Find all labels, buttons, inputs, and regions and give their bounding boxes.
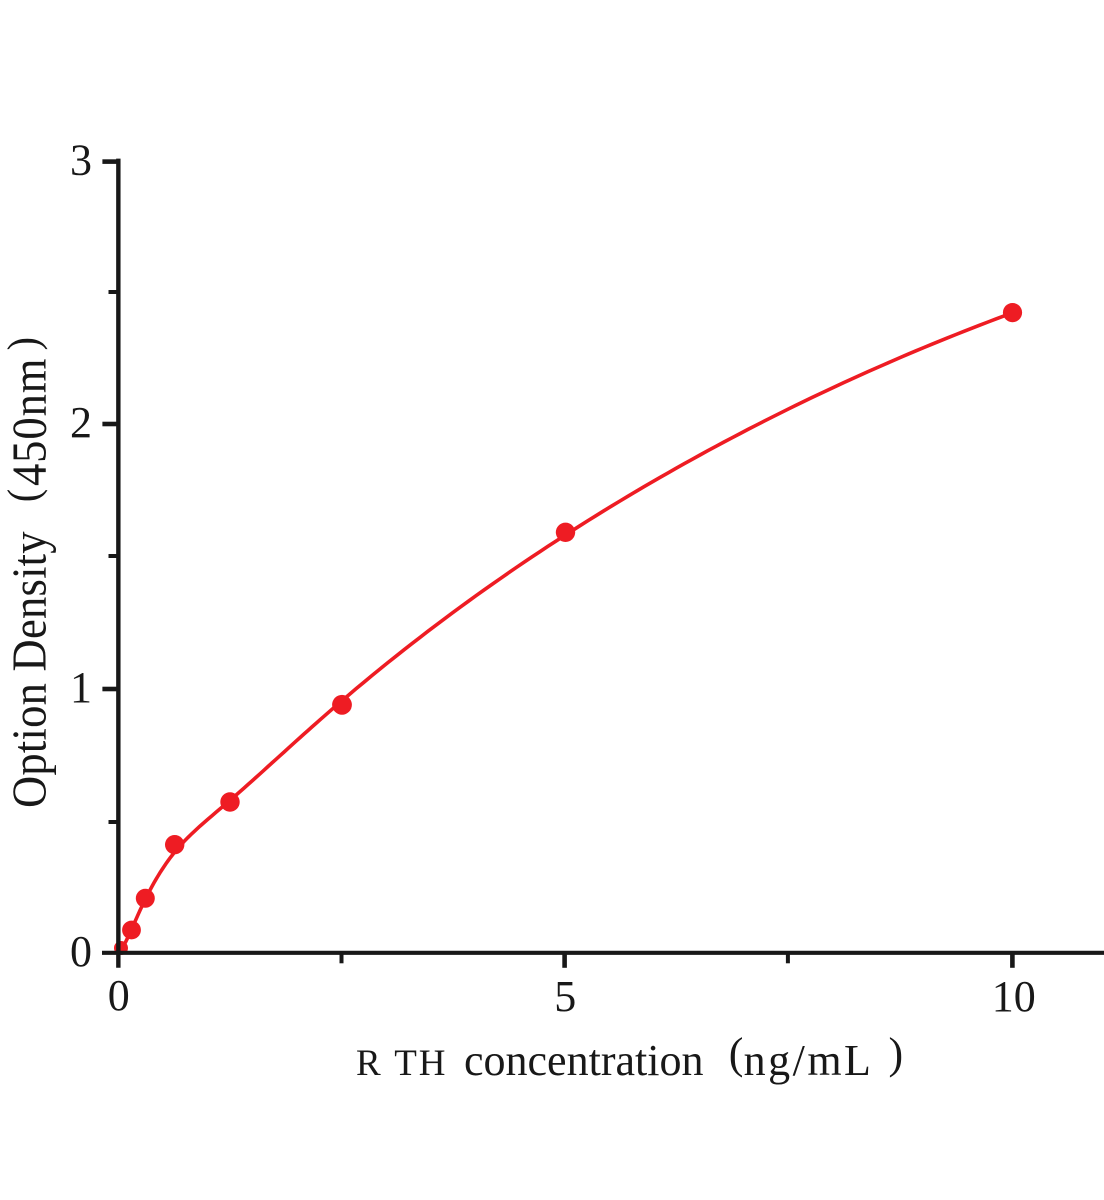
svg-text:3: 3 — [70, 135, 92, 184]
svg-text:0: 0 — [108, 971, 130, 1020]
svg-text:2: 2 — [70, 398, 92, 447]
svg-text:RTH: R TH — [356, 1043, 448, 1084]
svg-text:10: 10 — [992, 972, 1036, 1021]
svg-text:1: 1 — [70, 663, 92, 712]
svg-text:Option Density(450nm): Option Density(450nm) — [0, 337, 57, 808]
svg-text:0: 0 — [70, 927, 92, 976]
svg-text:5: 5 — [554, 972, 576, 1021]
svg-text:concentration(ng/mL): concentration (ng/mL) — [464, 1029, 903, 1085]
